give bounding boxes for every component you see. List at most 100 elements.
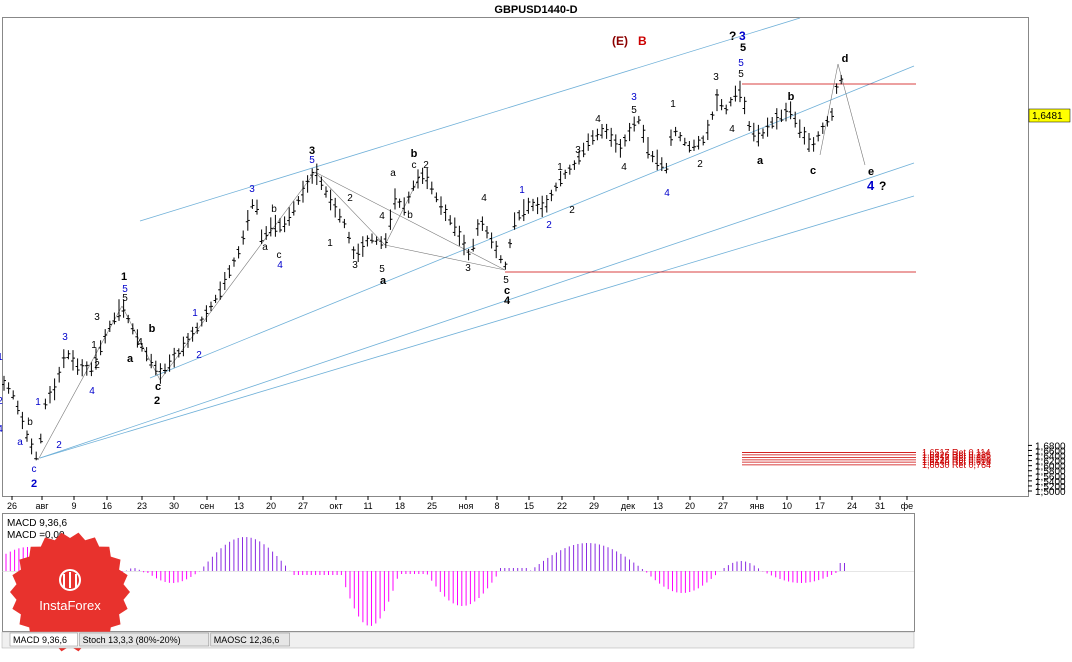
x-tick-label: 20 [685, 501, 695, 511]
wave-label: 4 [729, 124, 735, 135]
x-tick-label: 25 [427, 501, 437, 511]
price-bar [126, 314, 131, 324]
current-price-box [1028, 108, 1071, 123]
price-bar [84, 361, 89, 376]
price-bar [190, 326, 195, 342]
wave-label: 4 [277, 260, 283, 271]
price-bar [379, 236, 384, 250]
wave-label: 5 [738, 69, 744, 80]
x-tick-label: окт [329, 501, 342, 511]
price-bar [425, 167, 430, 190]
x-tick-label: янв [750, 501, 765, 511]
indicator-tabs[interactable]: MACD 9,36,6 Stoch 13,3,3 (80%-20%) MAOSC 1… [9, 632, 290, 647]
price-bar [43, 398, 48, 410]
price-bar [71, 350, 75, 371]
indicator-tab-label: MACD 9,36,6 [13, 635, 67, 645]
price-bar [761, 128, 765, 139]
y-tick-label: 1,6600 [1035, 446, 1066, 457]
y-tick-label: 1,5600 [1035, 472, 1066, 483]
wave-label: a [17, 437, 23, 448]
price-bar [747, 121, 752, 131]
price-bar [52, 378, 57, 401]
price-bar [590, 130, 595, 145]
wave-line [37, 305, 123, 461]
wave-label: b [149, 323, 156, 335]
price-bar [535, 197, 540, 215]
price-bar [388, 209, 393, 230]
price-bar [310, 168, 315, 184]
wave-label: 5 [738, 58, 744, 69]
price-bar [259, 229, 264, 244]
wave-line [819, 63, 839, 156]
y-tick-label: 1,5800 [1035, 467, 1066, 478]
y-tick-label: 1,5200 [1035, 482, 1066, 493]
price-bar [696, 135, 701, 150]
price-bar [627, 122, 632, 142]
indicator-tab[interactable] [9, 632, 78, 647]
wave-label: 1 [35, 397, 41, 408]
indicator-tab[interactable] [210, 632, 290, 647]
price-bar [475, 219, 480, 236]
x-tick-label: 22 [557, 501, 567, 511]
price-bar [577, 150, 581, 165]
price-bar [788, 101, 793, 120]
wave-label: 5 [122, 293, 128, 304]
price-bar [34, 451, 39, 461]
y-tick-label: 1,6800 [1035, 441, 1066, 452]
y-tick-label: 1,6000 [1035, 462, 1066, 473]
price-bar [140, 343, 144, 352]
fib-label: 1,6030 Ret 0,764 [922, 460, 991, 470]
price-bar [480, 216, 485, 231]
price-bar [112, 312, 117, 325]
price-bar [393, 188, 397, 210]
price-axis: 1,68001,66001,64001,62001,60001,58001,56… [1028, 441, 1066, 498]
wave-label: 4 [621, 162, 627, 173]
price-bar [135, 329, 140, 348]
indicator-tab-label: Stoch 13,3,3 (80%-20%) [83, 635, 181, 645]
price-bar [204, 305, 209, 322]
price-bar [89, 362, 94, 377]
wave-label: 5 [122, 284, 128, 295]
wave-label: 3 [62, 332, 68, 343]
wave-label: 1 [327, 238, 333, 249]
price-bar [57, 366, 62, 383]
price-bar [402, 197, 407, 216]
price-bar [825, 116, 830, 127]
x-tick-label: 13 [653, 501, 663, 511]
chart-title: GBPUSD1440-D [494, 4, 577, 16]
wave-line [159, 171, 316, 381]
x-tick-label: 23 [137, 501, 147, 511]
price-bar [356, 243, 361, 263]
wave-label: 1 [519, 185, 525, 196]
price-bar [2, 375, 6, 391]
x-tick-label: 20 [266, 501, 276, 511]
price-bar [80, 359, 85, 377]
target-question-mark: ? [879, 179, 886, 193]
price-bar [130, 323, 135, 335]
price-bar [209, 301, 213, 312]
price-bar [632, 116, 637, 132]
price-bar [38, 433, 43, 444]
price-bar [107, 320, 112, 333]
price-bar [273, 214, 278, 237]
price-bar [167, 354, 172, 372]
price-bar [609, 127, 614, 147]
wave-label: 5 [379, 264, 385, 275]
price-bar [75, 358, 80, 375]
price-bar [558, 170, 563, 187]
price-bar [176, 348, 181, 358]
price-bar [526, 197, 531, 214]
price-bar [351, 246, 356, 260]
price-bar [144, 347, 149, 362]
price-bar [508, 238, 512, 249]
top-wave-3: 3 [739, 29, 746, 43]
price-bar [360, 236, 365, 257]
price-bar [282, 216, 287, 233]
price-bar [429, 181, 434, 195]
indicator-tab[interactable] [79, 632, 210, 647]
wave-label: 3 [465, 263, 471, 274]
price-bar [705, 119, 710, 141]
x-tick-label: 17 [815, 501, 825, 511]
price-bar [572, 160, 577, 170]
